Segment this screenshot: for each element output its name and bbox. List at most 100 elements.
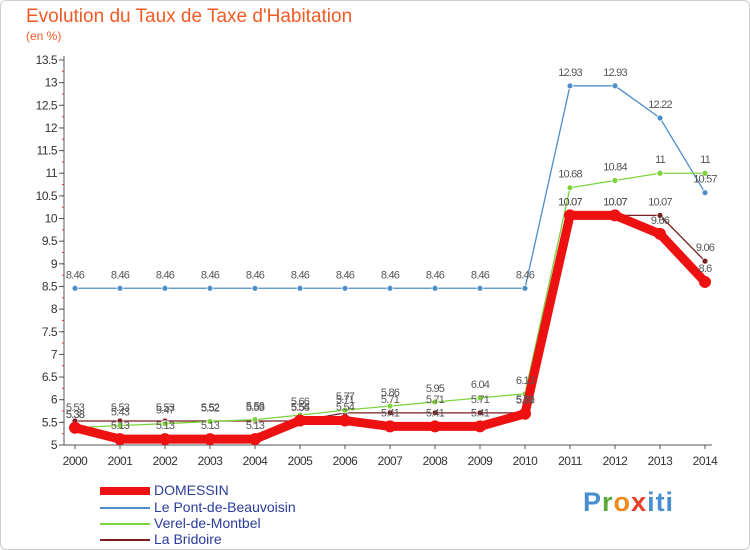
point-le-pont-de-beauvoisin [386, 284, 394, 292]
data-label-le-pont-de-beauvoisin: 8.46 [291, 269, 310, 281]
point-domessin [384, 420, 396, 433]
y-tick-label: 10 [45, 212, 58, 226]
point-domessin [159, 433, 171, 446]
point-verel-de-montbel [476, 394, 484, 402]
data-label-le-pont-de-beauvoisin: 8.46 [246, 269, 265, 281]
legend-item-domessin: DOMESSIN [100, 482, 360, 499]
y-tick-label: 13.5 [36, 53, 58, 67]
y-tick-label: 8.5 [42, 279, 58, 293]
x-tick-label: 2001 [108, 454, 134, 468]
point-le-pont-de-beauvoisin [521, 284, 529, 292]
data-label-domessin: 5.13 [246, 420, 265, 432]
data-label-domessin: 5.38 [66, 409, 85, 421]
data-label-le-pont-de-beauvoisin: 8.46 [156, 269, 175, 281]
legend-swatch-le-pont-de-beauvoisin [100, 507, 150, 509]
point-la-bridoire [656, 211, 664, 219]
data-label-la-bridoire: 5.71 [426, 394, 445, 406]
data-label-la-bridoire: 5.53 [246, 402, 265, 414]
data-label-domessin: 8.6 [699, 263, 713, 275]
point-la-bridoire [386, 409, 394, 417]
point-le-pont-de-beauvoisin [611, 82, 619, 90]
data-label-le-pont-de-beauvoisin: 12.93 [603, 67, 627, 79]
data-label-domessin: 10.07 [603, 196, 627, 208]
y-tick-label: 8 [51, 302, 58, 316]
data-label-le-pont-de-beauvoisin: 8.46 [426, 269, 445, 281]
data-label-la-bridoire: 10.07 [603, 196, 627, 208]
data-labels-layer: 5.38 5.13 5.13 5.13 5.13 5.54 5.54 5.41 5.41 5.41… [66, 67, 718, 432]
legend-item-verel-de-montbel: Verel-de-Montbel [100, 515, 360, 532]
data-label-verel-de-montbel: 6.13 [516, 375, 535, 387]
data-label-le-pont-de-beauvoisin: 8.46 [516, 269, 535, 281]
data-label-verel-de-montbel: 5.86 [381, 387, 400, 399]
data-label-la-bridoire: 5.53 [156, 402, 175, 414]
data-label-domessin: 5.13 [201, 420, 220, 432]
data-label-la-bridoire: 5.71 [381, 394, 400, 406]
x-tick-label: 2003 [198, 454, 224, 468]
data-label-verel-de-montbel: 11 [700, 154, 711, 166]
logo-letter-p: P [583, 487, 603, 517]
point-le-pont-de-beauvoisin [161, 284, 169, 292]
x-tick-label: 2002 [153, 454, 179, 468]
data-label-le-pont-de-beauvoisin: 8.46 [381, 269, 400, 281]
legend-swatch-la-bridoire [100, 539, 150, 541]
legend-label-verel-de-montbel: Verel-de-Montbel [154, 515, 261, 531]
data-label-domessin: 5.41 [381, 407, 400, 419]
data-label-le-pont-de-beauvoisin: 8.46 [66, 269, 85, 281]
chart-title: Evolution du Taux de Taxe d'Habitation [26, 6, 353, 27]
point-domessin [609, 209, 621, 222]
logo-letter-x: x [631, 487, 648, 517]
x-tick-label: 2006 [333, 454, 359, 468]
point-verel-de-montbel [161, 420, 169, 428]
data-label-verel-de-montbel: 5.77 [336, 391, 355, 403]
y-tick-label: 9 [51, 257, 58, 271]
data-label-le-pont-de-beauvoisin: 8.46 [471, 269, 490, 281]
point-la-bridoire [431, 409, 439, 417]
point-verel-de-montbel [116, 422, 124, 429]
logo-letters-iti: iti [647, 487, 675, 517]
y-tick-label: 5.5 [42, 415, 58, 429]
point-verel-de-montbel [386, 402, 394, 410]
data-label-domessin: 5.41 [471, 407, 490, 419]
x-tick-label: 2008 [423, 454, 449, 468]
point-domessin [69, 421, 81, 434]
point-le-pont-de-beauvoisin [431, 284, 439, 292]
data-label-la-bridoire: 10.07 [558, 196, 582, 208]
point-le-pont-de-beauvoisin [116, 284, 124, 292]
data-label-domessin: 5.13 [111, 420, 130, 432]
data-label-le-pont-de-beauvoisin: 8.46 [111, 269, 130, 281]
point-verel-de-montbel [431, 398, 439, 406]
chart-subtitle: (en %) [26, 29, 62, 43]
data-label-la-bridoire: 5.71 [471, 394, 490, 406]
data-label-domessin: 5.69 [516, 395, 535, 407]
data-label-le-pont-de-beauvoisin: 10.57 [693, 174, 717, 186]
legend-label-domessin: DOMESSIN [154, 482, 229, 498]
data-label-verel-de-montbel: 5.38 [66, 409, 85, 421]
data-label-le-pont-de-beauvoisin: 8.46 [336, 269, 355, 281]
data-label-domessin: 5.13 [156, 420, 175, 432]
point-la-bridoire [701, 257, 709, 265]
point-le-pont-de-beauvoisin [251, 284, 259, 292]
data-label-verel-de-montbel: 5.47 [156, 405, 175, 417]
data-label-la-bridoire: 10.07 [648, 196, 672, 208]
legend-item-la-bridoire: La Bridoire [100, 531, 360, 548]
y-tick-label: 7.5 [42, 325, 58, 339]
x-tick-label: 2007 [378, 454, 404, 468]
point-domessin [339, 414, 351, 427]
data-label-verel-de-montbel: 5.43 [111, 407, 130, 419]
legend-swatch-verel-de-montbel [100, 523, 150, 525]
y-tick-label: 13 [45, 76, 58, 90]
x-tick-label: 2009 [468, 454, 494, 468]
point-verel-de-montbel [566, 184, 574, 192]
data-label-la-bridoire: 5.71 [336, 394, 355, 406]
point-domessin [699, 275, 711, 288]
point-domessin [519, 407, 531, 420]
y-tick-label: 6 [51, 393, 58, 407]
x-tick-label: 2010 [513, 454, 539, 468]
point-le-pont-de-beauvoisin [71, 284, 79, 292]
point-le-pont-de-beauvoisin [476, 284, 484, 292]
y-tick-label: 11 [46, 166, 58, 180]
y-tick-label: 11.5 [37, 144, 58, 158]
y-tick-label: 6.5 [42, 370, 58, 384]
